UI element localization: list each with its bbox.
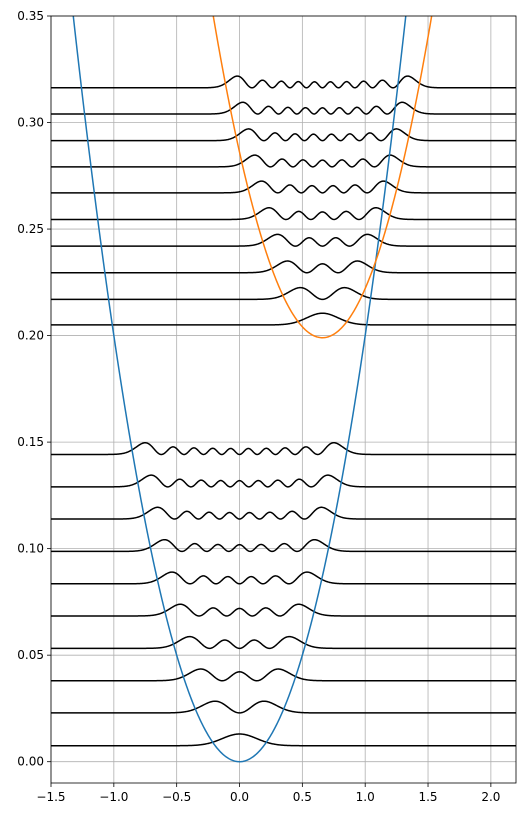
upper-well-level-8 — [51, 101, 516, 115]
lower-well-level-5 — [51, 571, 516, 585]
y-tick-label: 0.00 — [17, 755, 44, 769]
upper-well-level-2 — [51, 260, 516, 274]
x-tick-label: −0.5 — [162, 790, 191, 804]
upper-well-level-1 — [51, 286, 516, 301]
x-tick-label: 0.0 — [230, 790, 249, 804]
y-tick-label: 0.25 — [17, 222, 44, 236]
axis-ticks: −1.5 −1.0 −0.5 0.0 0.5 1.0 1.5 2.0 0.00 0.05 0.10 0… — [17, 9, 500, 804]
lower-well-level-3 — [51, 635, 516, 650]
lower-well-level-4 — [51, 603, 516, 617]
y-tick-label: 0.30 — [17, 116, 44, 130]
y-tick-label: 0.15 — [17, 435, 44, 449]
upper-well-level-6 — [51, 154, 516, 168]
grid — [50, 15, 516, 783]
upper-well-level-0 — [51, 312, 516, 326]
lower-well-level-8 — [51, 474, 516, 488]
x-tick-label: −1.0 — [99, 790, 128, 804]
x-tick-label: −1.5 — [36, 790, 65, 804]
x-tick-label: 2.0 — [481, 790, 500, 804]
y-tick-label: 0.35 — [17, 9, 44, 23]
upper-well-level-4 — [51, 206, 516, 221]
lower-potential-curve — [72, 16, 407, 763]
upper-well-level-7 — [51, 128, 516, 142]
x-tick-label: 1.0 — [356, 790, 375, 804]
lower-well-level-2 — [51, 668, 516, 682]
x-tick-label: 0.5 — [293, 790, 312, 804]
lower-well-level-0 — [51, 733, 516, 747]
plot-area — [51, 16, 516, 763]
lower-well-level-6 — [51, 538, 516, 553]
upper-well-level-9 — [51, 75, 516, 89]
upper-well-level-3 — [51, 233, 516, 247]
upper-well-level-5 — [51, 180, 516, 194]
y-tick-label: 0.05 — [17, 648, 44, 662]
x-tick-label: 1.5 — [418, 790, 437, 804]
upper-potential-curve — [212, 16, 433, 339]
y-tick-label: 0.10 — [17, 542, 44, 556]
lower-well-level-9 — [51, 441, 516, 456]
lower-well-level-7 — [51, 506, 516, 520]
y-tick-label: 0.20 — [17, 329, 44, 343]
axes-frame — [50, 15, 517, 784]
